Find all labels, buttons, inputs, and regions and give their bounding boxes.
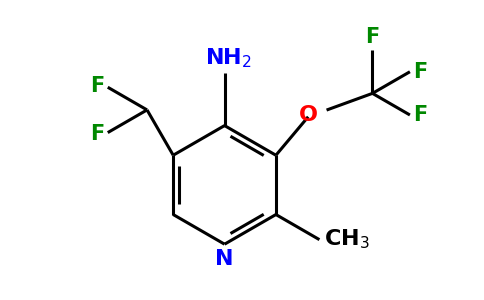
Text: F: F — [413, 62, 428, 82]
Text: F: F — [90, 124, 104, 144]
Text: NH$_2$: NH$_2$ — [205, 46, 252, 70]
Text: N: N — [215, 249, 234, 269]
Text: O: O — [299, 105, 318, 125]
Text: CH$_3$: CH$_3$ — [324, 228, 370, 251]
Text: F: F — [365, 27, 379, 46]
Text: F: F — [90, 76, 104, 96]
Text: F: F — [413, 105, 428, 125]
